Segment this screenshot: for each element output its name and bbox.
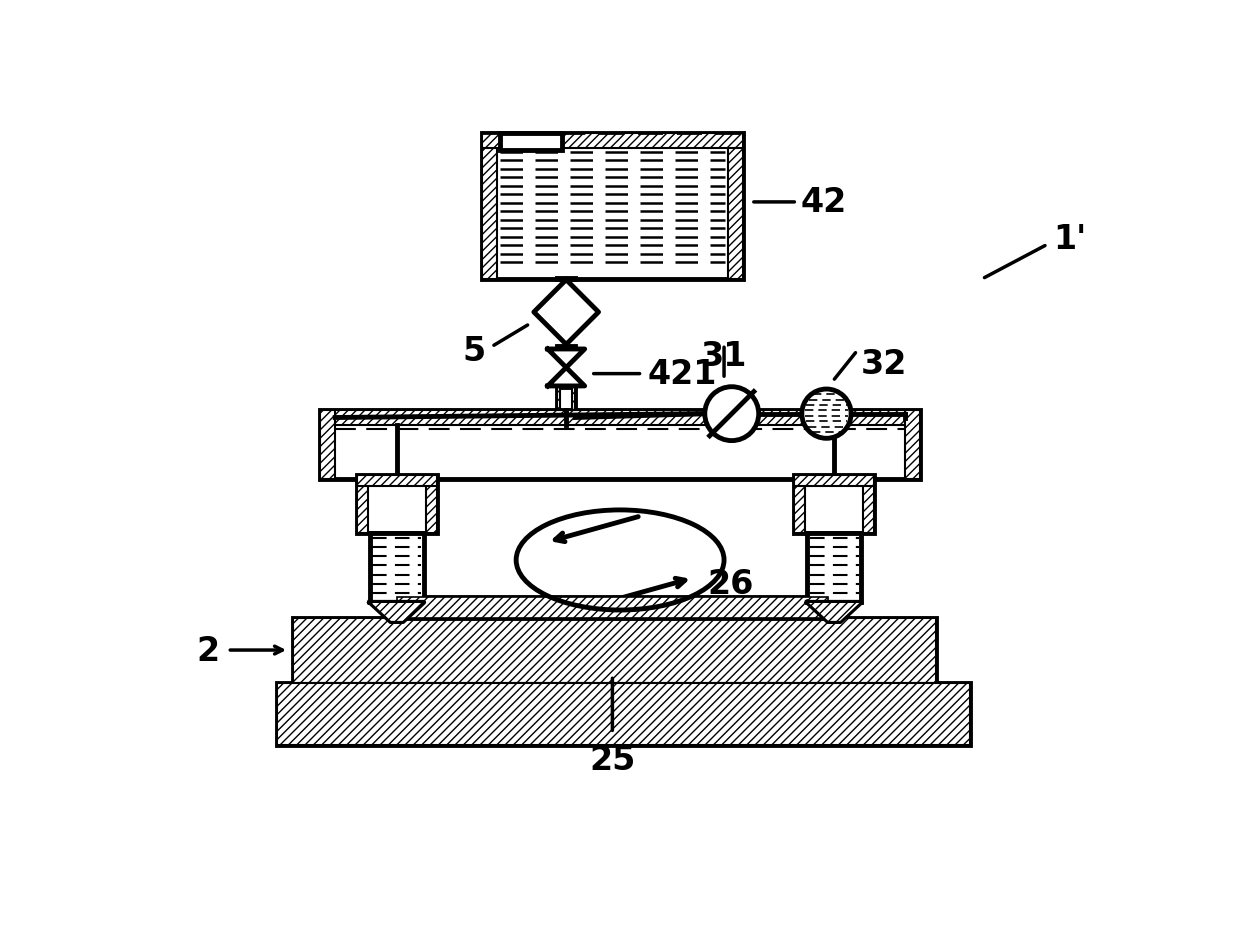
Bar — [863, 476, 874, 533]
Polygon shape — [534, 281, 599, 345]
Text: 31: 31 — [701, 340, 748, 372]
Bar — [278, 684, 971, 745]
Bar — [370, 533, 424, 603]
Circle shape — [802, 389, 851, 439]
Bar — [794, 476, 805, 533]
Bar — [357, 476, 436, 533]
Polygon shape — [370, 603, 424, 622]
Polygon shape — [807, 603, 861, 622]
Polygon shape — [548, 349, 585, 368]
Bar — [807, 533, 861, 603]
Bar — [794, 476, 874, 486]
Bar — [481, 133, 743, 280]
Bar — [293, 618, 936, 684]
Bar — [794, 476, 874, 533]
Bar — [320, 410, 920, 480]
Bar — [557, 347, 575, 348]
Bar — [500, 133, 562, 150]
Bar — [397, 597, 828, 619]
Text: 32: 32 — [861, 347, 908, 380]
Bar — [557, 388, 575, 410]
Bar — [397, 597, 828, 619]
Bar — [905, 410, 920, 480]
Bar — [320, 410, 920, 426]
Bar — [573, 347, 575, 348]
Bar — [573, 388, 575, 410]
Bar — [481, 133, 743, 149]
Text: 421: 421 — [647, 358, 717, 390]
Bar — [357, 476, 367, 533]
Text: 1': 1' — [1053, 223, 1086, 255]
Text: 42: 42 — [801, 187, 847, 219]
Bar — [557, 388, 560, 410]
Text: 5: 5 — [463, 335, 486, 367]
Text: 26: 26 — [707, 567, 754, 600]
Bar — [427, 476, 436, 533]
Bar — [357, 476, 436, 486]
Bar — [481, 133, 497, 280]
Text: 25: 25 — [589, 744, 636, 777]
Bar — [293, 618, 936, 684]
Bar — [320, 410, 335, 480]
Text: 2: 2 — [197, 634, 219, 666]
Polygon shape — [548, 368, 585, 387]
Polygon shape — [807, 603, 861, 622]
Bar — [728, 133, 743, 280]
Bar — [557, 347, 560, 348]
Polygon shape — [370, 603, 424, 622]
Bar — [278, 684, 971, 745]
Circle shape — [704, 387, 759, 441]
